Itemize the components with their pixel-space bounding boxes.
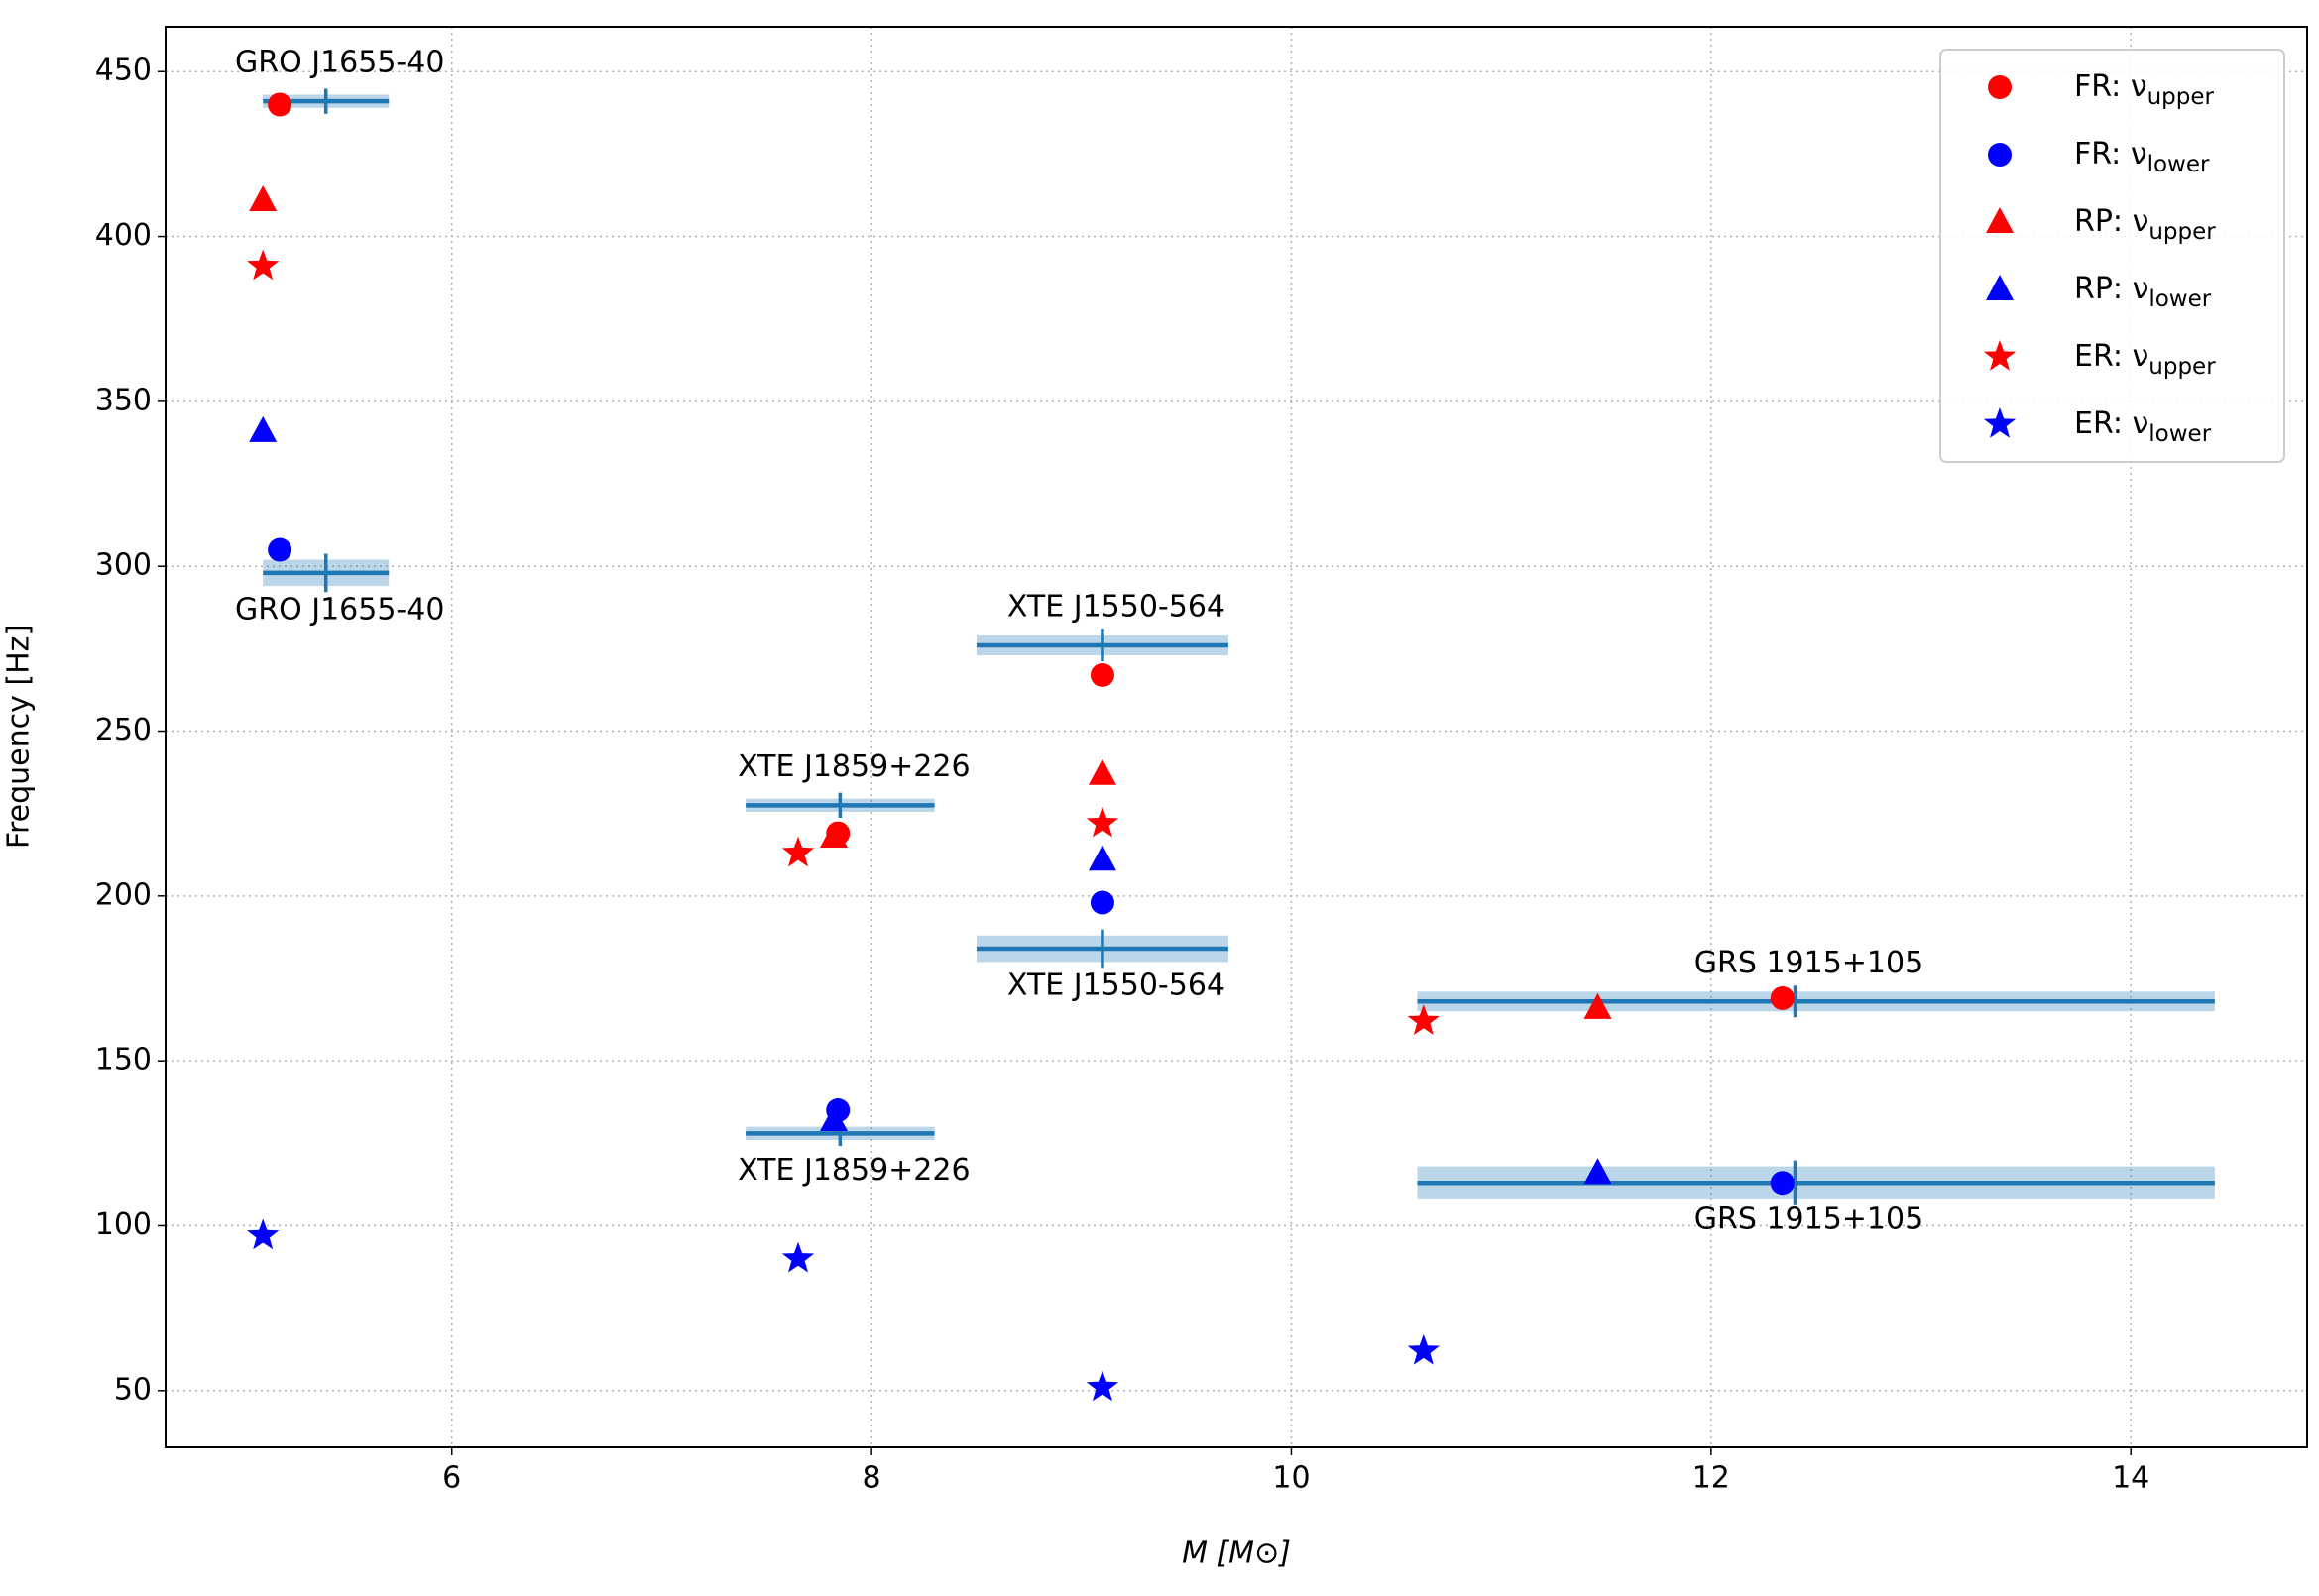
observation-label: GRO J1655-40	[235, 592, 444, 627]
legend-label-main: ER: ν	[2074, 406, 2148, 441]
point	[268, 537, 292, 562]
x-tick-label: 12	[1692, 1461, 1730, 1496]
y-tick-label: 200	[95, 877, 152, 912]
observation-label: XTE J1550-564	[1007, 590, 1225, 625]
legend-label: FR: νlower	[2074, 137, 2210, 177]
point	[1088, 758, 1116, 785]
y-tick-label: 300	[95, 548, 152, 583]
point	[1407, 1004, 1440, 1035]
x-axis-label: M [M⊙]	[1182, 1537, 1291, 1571]
y-tick-label: 50	[114, 1372, 152, 1407]
legend-label-sub: lower	[2147, 152, 2210, 177]
point	[249, 184, 278, 211]
point	[781, 836, 815, 867]
plot-frame	[165, 26, 2308, 1448]
point	[1088, 845, 1116, 871]
point	[1086, 806, 1119, 838]
legend-marker	[1983, 340, 2017, 371]
legend-marker	[1986, 207, 2014, 233]
legend-label-sub: upper	[2148, 354, 2216, 380]
y-axis-label: Frequency [Hz]	[2, 625, 37, 849]
point	[819, 821, 848, 848]
observation-label: XTE J1859+226	[738, 749, 970, 784]
legend-label: ER: νlower	[2074, 406, 2212, 447]
y-tick-label: 350	[95, 383, 152, 417]
legend-label-sub: upper	[2148, 219, 2216, 245]
observation-label: GRS 1915+105	[1694, 1202, 1923, 1237]
legend-label-sub: lower	[2148, 421, 2211, 447]
x-tick-label: 14	[2112, 1461, 2149, 1496]
legend-label-main: RP: ν	[2074, 204, 2148, 239]
legend-marker	[1983, 407, 2017, 438]
point	[247, 1218, 280, 1250]
point	[781, 1241, 815, 1273]
legend-label-main: RP: ν	[2074, 272, 2148, 306]
legend-label-main: ER: ν	[2074, 339, 2148, 374]
legend-label-main: FR: ν	[2074, 137, 2147, 171]
observation-label: XTE J1859+226	[738, 1153, 970, 1188]
point	[268, 92, 292, 117]
observation-label: GRS 1915+105	[1694, 946, 1923, 980]
legend-box	[1939, 49, 2285, 463]
point	[1086, 1370, 1119, 1402]
point	[1583, 992, 1612, 1019]
legend-label-sub: upper	[2147, 84, 2215, 110]
y-tick-label: 100	[95, 1207, 152, 1242]
point	[1407, 1333, 1440, 1365]
legend-label: RP: νlower	[2074, 272, 2212, 312]
legend-label: RP: νupper	[2074, 204, 2216, 245]
point	[1770, 985, 1795, 1010]
y-tick-label: 150	[95, 1043, 152, 1078]
legend-marker	[1988, 143, 2012, 167]
y-tick-label: 450	[95, 54, 152, 88]
point	[1770, 1171, 1795, 1196]
observation-label: XTE J1550-564	[1007, 969, 1225, 1003]
legend-label-main: FR: ν	[2074, 69, 2147, 104]
x-tick-label: 6	[442, 1461, 461, 1496]
observation-label: GRO J1655-40	[235, 46, 444, 80]
point	[247, 249, 280, 281]
legend-label: ER: νupper	[2074, 339, 2216, 380]
legend-label: FR: νupper	[2074, 69, 2215, 110]
legend-label-sub: lower	[2148, 286, 2211, 312]
x-tick-label: 8	[863, 1461, 881, 1496]
point	[819, 1105, 848, 1132]
x-tick-label: 10	[1272, 1461, 1310, 1496]
y-tick-label: 250	[95, 713, 152, 747]
legend-marker	[1988, 75, 2012, 99]
point	[1583, 1158, 1612, 1185]
legend-marker	[1986, 275, 2014, 300]
point	[1090, 662, 1114, 687]
point	[249, 415, 278, 442]
point	[1090, 890, 1114, 915]
y-tick-label: 400	[95, 218, 152, 253]
